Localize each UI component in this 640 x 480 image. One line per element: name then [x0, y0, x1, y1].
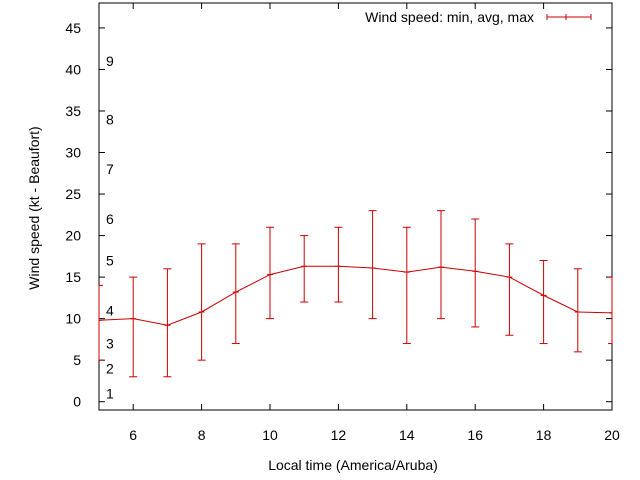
y-tick-label: 40	[65, 61, 81, 77]
x-tick-label: 20	[604, 427, 620, 443]
average-wind-line	[98, 265, 613, 326]
x-axis-ticks: 6 8 10 12 14 16 18 20	[129, 3, 620, 443]
beaufort-label: 4	[106, 302, 114, 318]
legend: Wind speed: min, avg, max	[365, 9, 592, 25]
y-tick-label: 20	[65, 228, 81, 244]
beaufort-label: 3	[106, 336, 114, 352]
y-tick-label: 10	[65, 311, 81, 327]
beaufort-label: 9	[106, 53, 114, 69]
average-line-group	[98, 265, 613, 326]
beaufort-label: 1	[106, 385, 114, 401]
beaufort-label: 7	[106, 161, 114, 177]
beaufort-label: 6	[106, 211, 114, 227]
x-tick-label: 18	[536, 427, 552, 443]
y-tick-label: 25	[65, 186, 81, 202]
plot-frame	[98, 2, 613, 411]
beaufort-scale-labels: 1 2 3 4 5 6 7 8 9	[106, 53, 114, 401]
y-tick-label: 5	[73, 352, 81, 368]
beaufort-label: 2	[106, 360, 114, 376]
x-tick-label: 14	[399, 427, 415, 443]
plot-border	[98, 2, 613, 411]
x-axis-label: Local time (America/Aruba)	[268, 457, 438, 473]
beaufort-label: 8	[106, 111, 114, 127]
y-tick-label: 30	[65, 145, 81, 161]
legend-label: Wind speed: min, avg, max	[365, 9, 534, 25]
y-tick-label: 15	[65, 269, 81, 285]
y-axis-label: Wind speed (kt - Beaufort)	[26, 126, 42, 289]
x-tick-label: 16	[467, 427, 483, 443]
beaufort-label: 5	[106, 252, 114, 268]
y-tick-label: 0	[73, 394, 81, 410]
x-tick-label: 12	[331, 427, 347, 443]
x-tick-label: 6	[129, 427, 137, 443]
x-tick-label: 10	[262, 427, 278, 443]
error-bars	[98, 210, 613, 378]
y-tick-label: 45	[65, 20, 81, 36]
y-tick-label: 35	[65, 103, 81, 119]
x-tick-label: 8	[198, 427, 206, 443]
